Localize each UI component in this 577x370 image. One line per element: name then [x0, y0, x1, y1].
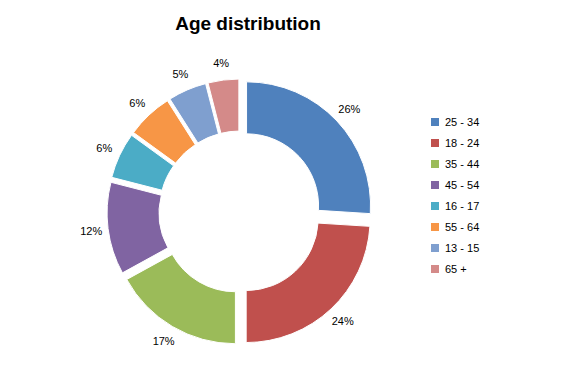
data-label: 26%	[338, 103, 360, 115]
legend-swatch	[431, 181, 439, 189]
data-label: 12%	[80, 225, 102, 237]
slice	[208, 79, 239, 133]
slices	[107, 79, 370, 344]
slice	[247, 82, 371, 214]
legend-label: 45 - 54	[445, 179, 479, 191]
data-labels: 26% 24% 17% 12% 6% 6% 5% 4%	[80, 57, 360, 347]
data-label: 6%	[129, 97, 145, 109]
data-label: 4%	[213, 57, 229, 69]
chart: Age distribution 26% 24% 17% 12% 6% 6% 5% 4% 25 -…	[0, 0, 577, 370]
legend-swatch	[431, 244, 439, 252]
data-label: 17%	[153, 335, 175, 347]
data-label: 6%	[96, 142, 112, 154]
plot-area	[107, 79, 370, 344]
title: Age distribution	[175, 13, 321, 34]
data-label: 5%	[172, 68, 188, 80]
legend-label: 55 - 64	[445, 221, 479, 233]
legend-label: 13 - 15	[445, 242, 479, 254]
legend-label: 25 - 34	[445, 116, 479, 128]
legend-swatch	[431, 139, 439, 147]
legend-label: 16 - 17	[445, 200, 479, 212]
slice	[127, 254, 236, 343]
legend-swatch	[431, 118, 439, 126]
data-label: 24%	[332, 315, 354, 327]
legend-swatch	[431, 160, 439, 168]
legend: 25 - 34 18 - 24 35 - 44 45 - 54 16 - 17 55 - …	[431, 116, 479, 275]
legend-swatch	[431, 202, 439, 210]
legend-label: 18 - 24	[445, 137, 479, 149]
legend-swatch	[431, 265, 439, 273]
legend-label: 35 - 44	[445, 158, 479, 170]
legend-label: 65 +	[445, 263, 467, 275]
legend-swatch	[431, 223, 439, 231]
slice	[246, 223, 370, 342]
slice	[107, 182, 168, 273]
